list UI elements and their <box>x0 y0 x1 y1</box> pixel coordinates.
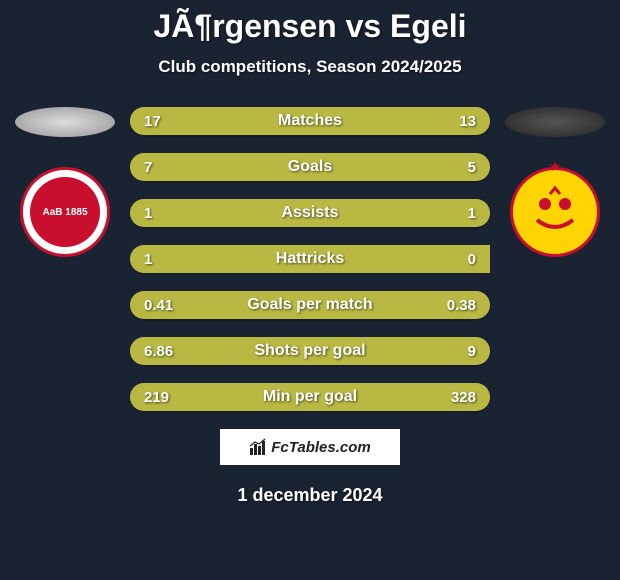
stat-row: 17 13 Matches <box>130 107 490 135</box>
stat-row: 0.41 0.38 Goals per match <box>130 291 490 319</box>
stat-row: 7 5 Goals <box>130 153 490 181</box>
page-title: JÃ¶rgensen vs Egeli <box>0 0 620 45</box>
left-ellipse-shadow <box>15 107 115 137</box>
left-badge-inner: AaB 1885 <box>30 177 100 247</box>
stat-left-value: 1 <box>144 251 152 268</box>
right-badge-inner <box>525 182 585 242</box>
stat-label: Shots per goal <box>254 342 365 360</box>
stat-label: Matches <box>278 112 342 130</box>
stat-left-value: 6.86 <box>144 343 173 360</box>
stat-label: Min per goal <box>263 388 357 406</box>
star-icon: ★ <box>549 158 562 175</box>
right-ellipse-shadow <box>505 107 605 137</box>
right-team-area: ★ <box>500 107 610 257</box>
page-subtitle: Club competitions, Season 2024/2025 <box>0 57 620 77</box>
stat-right-value: 5 <box>468 159 476 176</box>
comparison-container: AaB 1885 ★ 17 13 Matches 7 5 Goals 1 1 Assists 1 0… <box>0 107 620 411</box>
stat-right-value: 0.38 <box>447 297 476 314</box>
chart-icon <box>249 438 267 456</box>
stat-label: Assists <box>282 204 339 222</box>
left-team-area: AaB 1885 <box>10 107 120 257</box>
right-team-badge: ★ <box>510 167 600 257</box>
stat-left-value: 7 <box>144 159 152 176</box>
stat-row: 1 0 Hattricks <box>130 245 490 273</box>
stat-label: Hattricks <box>276 250 344 268</box>
brand-watermark: FcTables.com <box>220 429 400 465</box>
stat-row: 219 328 Min per goal <box>130 383 490 411</box>
stat-right-value: 13 <box>459 113 476 130</box>
stat-left-value: 0.41 <box>144 297 173 314</box>
stat-label: Goals <box>288 158 332 176</box>
stat-right-value: 1 <box>468 205 476 222</box>
stat-right-value: 9 <box>468 343 476 360</box>
stat-row: 6.86 9 Shots per goal <box>130 337 490 365</box>
stats-list: 17 13 Matches 7 5 Goals 1 1 Assists 1 0 Hattricks 0.… <box>130 107 490 411</box>
stat-row: 1 1 Assists <box>130 199 490 227</box>
stat-label: Goals per match <box>247 296 372 314</box>
stat-right-value: 0 <box>468 251 476 268</box>
left-team-badge: AaB 1885 <box>20 167 110 257</box>
stat-left-value: 1 <box>144 205 152 222</box>
stat-left-value: 219 <box>144 389 169 406</box>
stat-left-value: 17 <box>144 113 161 130</box>
stat-right-value: 328 <box>451 389 476 406</box>
date-label: 1 december 2024 <box>0 485 620 506</box>
brand-text: FcTables.com <box>271 439 370 456</box>
